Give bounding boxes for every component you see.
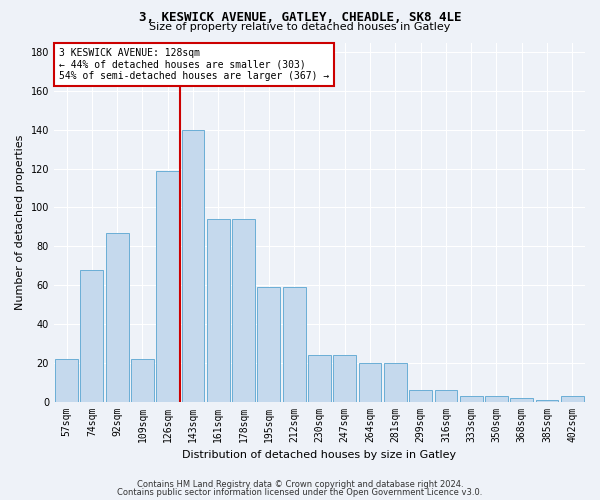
- Bar: [55, 359, 78, 402]
- Bar: [409, 390, 432, 402]
- Bar: [359, 362, 382, 402]
- Bar: [232, 219, 255, 402]
- Bar: [334, 355, 356, 402]
- Text: Size of property relative to detached houses in Gatley: Size of property relative to detached ho…: [149, 22, 451, 32]
- Bar: [460, 396, 482, 402]
- Bar: [80, 270, 103, 402]
- Bar: [434, 390, 457, 402]
- Text: Contains HM Land Registry data © Crown copyright and database right 2024.: Contains HM Land Registry data © Crown c…: [137, 480, 463, 489]
- Bar: [257, 287, 280, 402]
- Bar: [207, 219, 230, 402]
- Bar: [182, 130, 205, 402]
- Bar: [106, 232, 128, 402]
- Text: Contains public sector information licensed under the Open Government Licence v3: Contains public sector information licen…: [118, 488, 482, 497]
- X-axis label: Distribution of detached houses by size in Gatley: Distribution of detached houses by size …: [182, 450, 457, 460]
- Bar: [157, 170, 179, 402]
- Bar: [283, 287, 305, 402]
- Bar: [131, 359, 154, 402]
- Y-axis label: Number of detached properties: Number of detached properties: [15, 134, 25, 310]
- Bar: [561, 396, 584, 402]
- Text: 3 KESWICK AVENUE: 128sqm
← 44% of detached houses are smaller (303)
54% of semi-: 3 KESWICK AVENUE: 128sqm ← 44% of detach…: [59, 48, 329, 81]
- Text: 3, KESWICK AVENUE, GATLEY, CHEADLE, SK8 4LE: 3, KESWICK AVENUE, GATLEY, CHEADLE, SK8 …: [139, 11, 461, 24]
- Bar: [485, 396, 508, 402]
- Bar: [308, 355, 331, 402]
- Bar: [536, 400, 559, 402]
- Bar: [384, 362, 407, 402]
- Bar: [511, 398, 533, 402]
